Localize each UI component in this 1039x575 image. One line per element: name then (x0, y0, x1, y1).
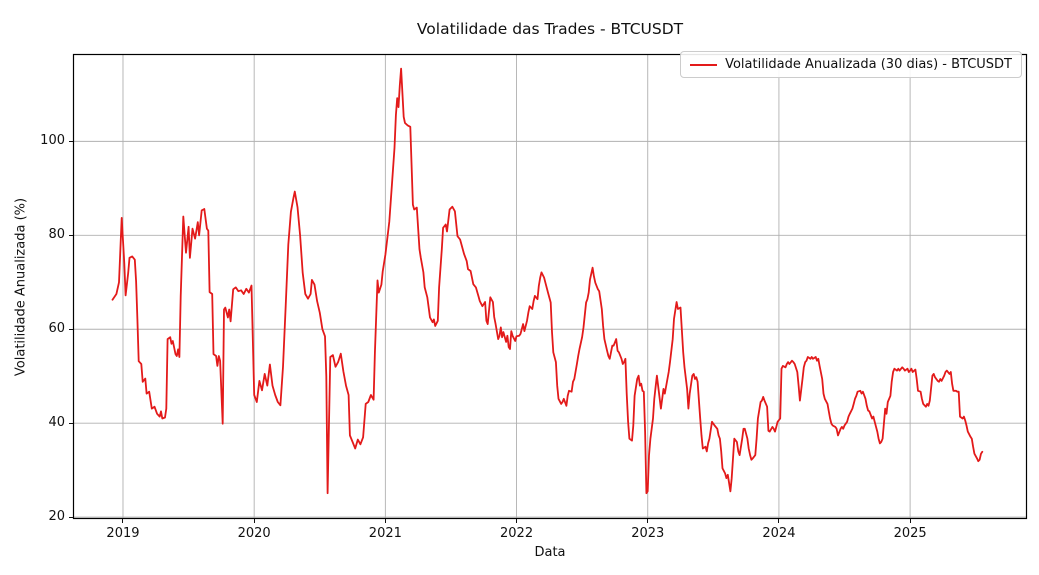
x-tick-mark (778, 519, 780, 523)
x-tick-label: 2020 (237, 526, 271, 541)
x-tick-label: 2025 (893, 526, 927, 541)
x-tick-label: 2022 (500, 526, 534, 541)
x-tick-mark (516, 519, 518, 523)
volatility-line (111, 67, 984, 495)
x-tick-mark (647, 519, 649, 523)
legend-label: Volatilidade Anualizada (30 dias) - BTCU… (725, 57, 1012, 72)
y-tick-label: 80 (48, 227, 65, 243)
y-tick-label: 20 (48, 509, 65, 525)
y-tick-mark (69, 234, 73, 236)
legend-line-swatch (690, 63, 718, 66)
y-tick-mark (69, 328, 73, 330)
y-axis-label: Volatilidade Anualizada (%) (13, 197, 29, 377)
x-tick-mark (384, 519, 386, 523)
x-tick-label: 2023 (631, 526, 665, 541)
plot-border (72, 53, 1028, 520)
y-tick-mark (69, 516, 73, 518)
y-tick-mark (69, 422, 73, 424)
y-tick-mark (69, 140, 73, 142)
x-tick-mark (122, 519, 124, 523)
x-tick-label: 2019 (106, 526, 140, 541)
y-tick-label: 100 (40, 133, 65, 149)
x-tick-label: 2021 (368, 526, 402, 541)
chart-title: Volatilidade das Trades - BTCUSDT (416, 20, 684, 38)
x-axis-label: Data (534, 545, 566, 560)
plot-area (72, 53, 1028, 520)
y-tick-label: 60 (48, 321, 65, 337)
x-tick-label: 2024 (762, 526, 796, 541)
x-tick-mark (909, 519, 911, 523)
x-tick-mark (253, 519, 255, 523)
y-tick-label: 40 (48, 415, 65, 431)
plot-canvas (72, 53, 1028, 520)
legend: Volatilidade Anualizada (30 dias) - BTCU… (680, 51, 1022, 78)
